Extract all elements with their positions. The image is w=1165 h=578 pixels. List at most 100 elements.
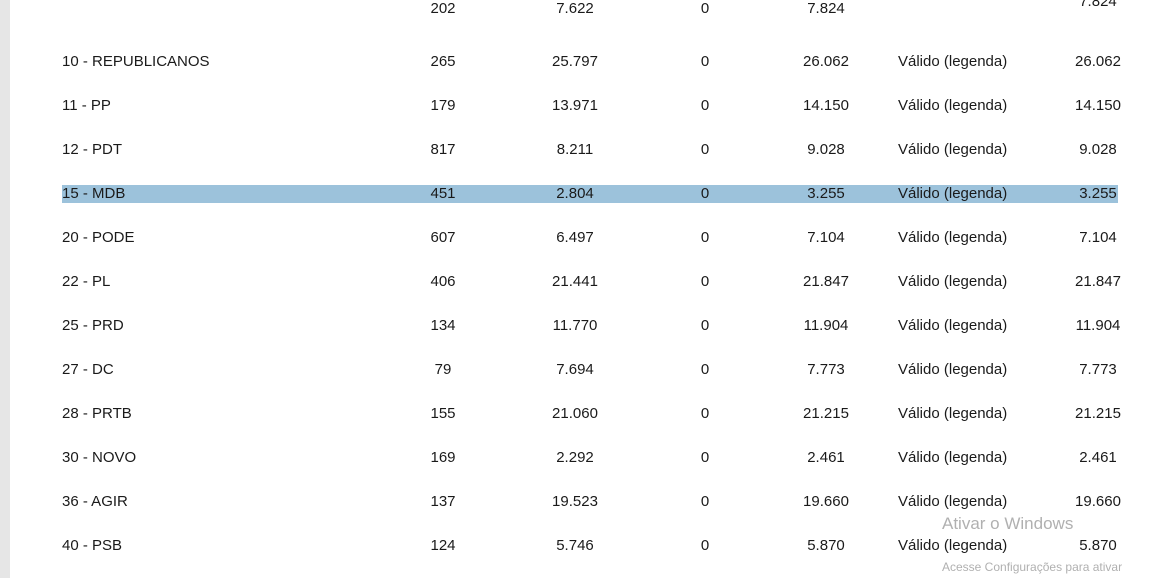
cell-n4: 19.660 xyxy=(803,493,849,510)
table-row[interactable]: 40 - PSB 124 5.746 0 5.870 Válido (legenda) 5.… xyxy=(0,536,1165,556)
cell-n1: 79 xyxy=(434,361,452,378)
table-row[interactable]: 22 - PL 406 21.441 0 21.847 Válido (legenda) 2… xyxy=(0,272,1165,292)
cell-n2: 2.292 xyxy=(556,449,594,466)
cell-n2: 7.622 xyxy=(556,0,594,17)
cell-n3: 0 xyxy=(700,537,710,554)
table-row[interactable]: 25 - PRD 134 11.770 0 11.904 Válido (legenda)… xyxy=(0,316,1165,336)
cell-n5: 3.255 xyxy=(1079,185,1117,202)
table-row[interactable]: 28 - PRTB 155 21.060 0 21.215 Válido (legenda… xyxy=(0,404,1165,424)
cell-status: Válido (legenda) xyxy=(898,141,1008,158)
cell-n4: 7.773 xyxy=(807,361,845,378)
cell-n2: 7.694 xyxy=(556,361,594,378)
cell-n3: 0 xyxy=(700,493,710,510)
cell-n1: 406 xyxy=(430,273,456,290)
cell-status: Válido (legenda) xyxy=(898,361,1008,378)
cell-n3: 0 xyxy=(700,449,710,466)
windows-activation-watermark-subtitle: Acesse Configurações para ativar xyxy=(942,560,1123,574)
cell-n2: 21.060 xyxy=(552,405,598,422)
cell-name: 15 - MDB xyxy=(62,185,126,202)
cell-name: 11 - PP xyxy=(62,97,111,114)
cell-n4: 3.255 xyxy=(807,185,845,202)
cell-n3: 0 xyxy=(700,405,710,422)
cell-n2: 5.746 xyxy=(556,537,594,554)
cell-n5: 14.150 xyxy=(1075,97,1121,114)
cell-name: 22 - PL xyxy=(62,273,111,290)
table-row[interactable]: 12 - PDT 817 8.211 0 9.028 Válido (legenda) 9.… xyxy=(0,140,1165,160)
cell-name: 25 - PRD xyxy=(62,317,124,334)
cell-name: 36 - AGIR xyxy=(62,493,128,510)
row-selection-highlight xyxy=(62,185,1118,203)
cell-n2: 6.497 xyxy=(556,229,594,246)
cell-n4: 11.904 xyxy=(803,317,849,334)
cell-status: Válido (legenda) xyxy=(898,317,1008,334)
table-row[interactable]: 30 - NOVO 169 2.292 0 2.461 Válido (legenda) 2… xyxy=(0,448,1165,468)
cell-n1: 137 xyxy=(430,493,456,510)
cell-n5: 19.660 xyxy=(1075,493,1121,510)
cell-n2: 11.770 xyxy=(552,317,598,334)
cell-n4: 5.870 xyxy=(807,537,845,554)
cell-n3: 0 xyxy=(700,0,710,17)
table-row-partial[interactable]: 202 7.622 0 7.824 7.824 xyxy=(0,0,1165,19)
cell-n4: 26.062 xyxy=(803,53,849,70)
left-panel-edge xyxy=(0,0,10,578)
cell-n3: 0 xyxy=(700,361,710,378)
cell-n2: 19.523 xyxy=(552,493,598,510)
cell-n4: 14.150 xyxy=(803,97,849,114)
cell-n5: 9.028 xyxy=(1079,141,1117,158)
table-row[interactable]: 15 - MDB 451 2.804 0 3.255 Válido (legenda) 3.… xyxy=(0,184,1165,204)
cell-n5: 21.215 xyxy=(1075,405,1121,422)
cell-n5: 7.773 xyxy=(1079,361,1117,378)
cell-name: 27 - DC xyxy=(62,361,114,378)
cell-n1: 202 xyxy=(430,0,456,17)
cell-name: 30 - NOVO xyxy=(62,449,137,466)
cell-n2: 21.441 xyxy=(552,273,598,290)
cell-n5: 5.870 xyxy=(1079,537,1117,554)
cell-n3: 0 xyxy=(700,97,710,114)
cell-n3: 0 xyxy=(700,273,710,290)
cell-status: Válido (legenda) xyxy=(898,185,1008,202)
cell-n2: 13.971 xyxy=(552,97,598,114)
cell-n1: 169 xyxy=(430,449,456,466)
cell-status: Válido (legenda) xyxy=(898,229,1008,246)
cell-n5: 7.824 xyxy=(1079,0,1117,10)
cell-n1: 179 xyxy=(430,97,456,114)
cell-n4: 21.215 xyxy=(803,405,849,422)
cell-n5: 26.062 xyxy=(1075,53,1121,70)
cell-n1: 124 xyxy=(430,537,456,554)
cell-n3: 0 xyxy=(700,229,710,246)
cell-n2: 8.211 xyxy=(556,141,594,158)
cell-status: Válido (legenda) xyxy=(898,493,1008,510)
cell-n3: 0 xyxy=(700,141,710,158)
table-row[interactable]: 10 - REPUBLICANOS 265 25.797 0 26.062 Válido … xyxy=(0,52,1165,72)
cell-n3: 0 xyxy=(700,53,710,70)
cell-n3: 0 xyxy=(700,317,710,334)
cell-name: 12 - PDT xyxy=(62,141,123,158)
cell-n1: 817 xyxy=(430,141,456,158)
cell-n5: 2.461 xyxy=(1079,449,1117,466)
cell-status: Válido (legenda) xyxy=(898,449,1008,466)
cell-n1: 134 xyxy=(430,317,456,334)
table-row[interactable]: 27 - DC 79 7.694 0 7.773 Válido (legenda) 7.77… xyxy=(0,360,1165,380)
table-row[interactable]: 36 - AGIR 137 19.523 0 19.660 Válido (legenda… xyxy=(0,492,1165,512)
cell-status: Válido (legenda) xyxy=(898,273,1008,290)
cell-name: 28 - PRTB xyxy=(62,405,132,422)
cell-n5: 7.104 xyxy=(1079,229,1117,246)
cell-n2: 2.804 xyxy=(556,185,594,202)
cell-n4: 2.461 xyxy=(807,449,845,466)
cell-n4: 7.104 xyxy=(807,229,845,246)
cell-n2: 25.797 xyxy=(552,53,598,70)
cell-name: 10 - REPUBLICANOS xyxy=(62,53,210,70)
table-row[interactable]: 20 - PODE 607 6.497 0 7.104 Válido (legenda) 7… xyxy=(0,228,1165,248)
cell-n4: 9.028 xyxy=(807,141,845,158)
cell-name: 40 - PSB xyxy=(62,537,123,554)
cell-status: Válido (legenda) xyxy=(898,97,1008,114)
windows-activation-watermark-title: Ativar o Windows xyxy=(942,514,1074,533)
cell-n1: 265 xyxy=(430,53,456,70)
cell-n1: 607 xyxy=(430,229,456,246)
cell-status: Válido (legenda) xyxy=(898,53,1008,70)
cell-n4: 21.847 xyxy=(803,273,849,290)
table-row[interactable]: 11 - PP 179 13.971 0 14.150 Válido (legenda) 1… xyxy=(0,96,1165,116)
cell-status: Válido (legenda) xyxy=(898,537,1008,554)
cell-n1: 155 xyxy=(430,405,456,422)
cell-n5: 21.847 xyxy=(1075,273,1121,290)
